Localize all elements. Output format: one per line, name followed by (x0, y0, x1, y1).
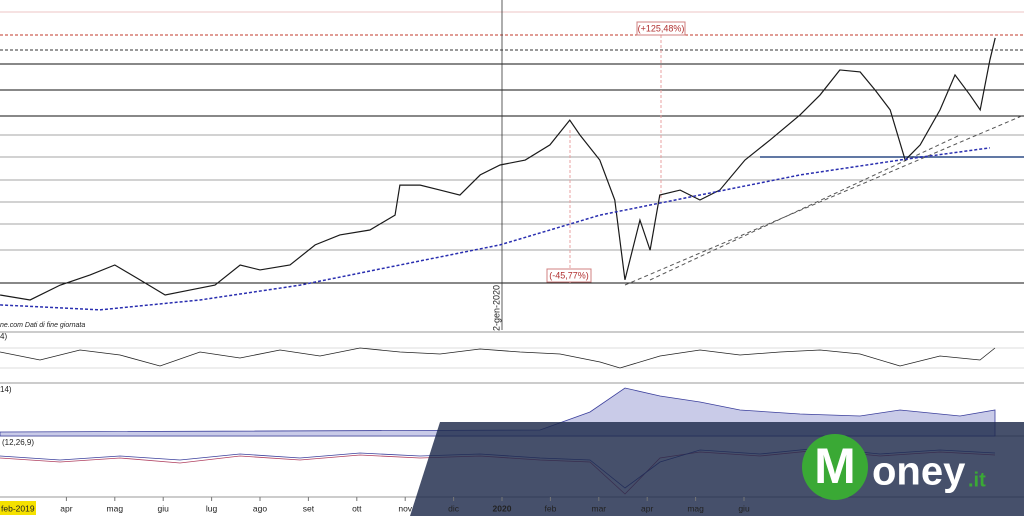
x-tick-label: ott (352, 503, 362, 513)
logo-initial: M (814, 438, 856, 494)
x-tick-label: 2020 (493, 503, 512, 513)
x-tick-label: feb (544, 503, 556, 513)
x-tick-label: mag (107, 503, 124, 513)
source-note: ne.com Dati di fine giornata (0, 322, 85, 329)
plot-area (0, 37, 996, 311)
x-tick-label: set (303, 503, 315, 513)
x-tick-label: nov (398, 503, 412, 513)
indicator-label: 4) (0, 332, 7, 341)
date-marker: 2-gen-2020 (491, 285, 501, 331)
indicator-label: 14) (0, 385, 12, 394)
price-line (0, 147, 990, 311)
x-tick-label: apr (641, 503, 653, 513)
x-tick-label: giu (158, 503, 170, 513)
logo-circle (802, 434, 868, 500)
price-line (0, 37, 996, 301)
x-tick-label: ago (253, 503, 267, 513)
annotation-box (636, 21, 686, 36)
logo-suffix: .it (968, 469, 986, 491)
drop-annotation: (-45,77%) (549, 270, 589, 280)
x-tick-label: giu (738, 503, 750, 513)
x-tick-label: mar (591, 503, 606, 513)
x-tick-label: mag (687, 503, 704, 513)
x-tick-label: apr (60, 503, 72, 513)
annotation-box (546, 268, 592, 283)
logo-text: oney (872, 450, 966, 494)
brand-overlay (410, 422, 1024, 516)
cursor-label-box (0, 501, 36, 515)
gain-annotation: (+125,48%) (638, 23, 685, 33)
x-tick-label: dic (448, 503, 460, 513)
x-axis: apr mag giu lug ago set ott nov dic 2020 feb mar apr… (60, 497, 750, 513)
indicator-label: (12,26,9) (2, 438, 34, 447)
x-tick-label: lug (206, 503, 218, 513)
cursor-label: feb-2019 (1, 503, 35, 513)
